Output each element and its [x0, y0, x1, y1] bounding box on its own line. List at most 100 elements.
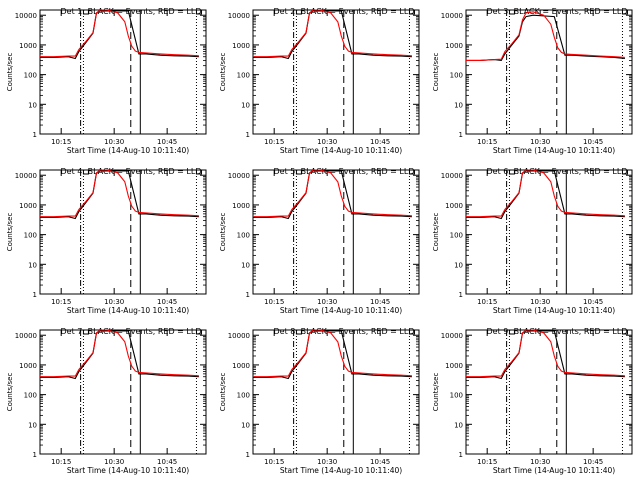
x-tick-label: 10:15 — [51, 298, 71, 306]
series-events — [253, 330, 412, 380]
y-axis-label: Counts/sec — [219, 373, 227, 412]
interval-marker — [408, 170, 415, 175]
x-tick-label: 10:15 — [477, 138, 497, 146]
x-tick-label: 10:45 — [583, 298, 603, 306]
interval-marker — [295, 330, 302, 335]
y-tick-label: 10 — [241, 261, 250, 269]
interval-marker — [195, 10, 202, 15]
interval-marker — [408, 330, 415, 335]
detector-panel-9: Det 9: BLACK = Events, RED = LLD11010010… — [432, 327, 633, 475]
y-tick-label: 1 — [246, 291, 250, 299]
series-lld — [40, 329, 199, 378]
y-axis-label: Counts/sec — [432, 53, 440, 92]
x-tick-label: 10:15 — [264, 138, 284, 146]
x-tick-label: 10:30 — [317, 458, 337, 466]
detector-panel-2: Det 2: BLACK = Events, RED = LLD11010010… — [219, 7, 420, 155]
y-tick-label: 1 — [459, 131, 463, 139]
y-tick-label: 1 — [459, 451, 463, 459]
plot-frame — [252, 329, 420, 455]
series-events — [466, 14, 625, 61]
y-tick-label: 1000 — [232, 42, 250, 50]
series-lld — [40, 9, 199, 58]
y-axis-label: Counts/sec — [432, 213, 440, 252]
series-lld — [40, 169, 199, 218]
y-tick-label: 10000 — [228, 332, 250, 340]
y-tick-label: 100 — [24, 72, 37, 80]
y-tick-label: 10 — [454, 101, 463, 109]
y-tick-label: 100 — [237, 232, 250, 240]
y-tick-label: 100 — [450, 392, 463, 400]
plot-frame — [252, 169, 420, 295]
y-tick-label: 1 — [33, 131, 37, 139]
x-tick-label: 10:45 — [157, 138, 177, 146]
y-tick-label: 10 — [28, 101, 37, 109]
y-tick-label: 1000 — [445, 362, 463, 370]
x-axis-label: Start Time (14-Aug-10 10:11:40) — [67, 146, 189, 155]
series-events — [40, 170, 199, 220]
plot-frame — [252, 9, 420, 135]
y-tick-label: 10000 — [441, 332, 463, 340]
x-tick-label: 10:15 — [477, 298, 497, 306]
series-lld — [466, 329, 625, 378]
y-axis-label: Counts/sec — [6, 213, 14, 252]
y-tick-label: 1 — [246, 131, 250, 139]
y-tick-label: 1000 — [445, 202, 463, 210]
x-axis-label: Start Time (14-Aug-10 10:11:40) — [493, 306, 615, 315]
interval-marker — [508, 10, 515, 15]
detector-panel-7: Det 7: BLACK = Events, RED = LLD11010010… — [6, 327, 207, 475]
y-tick-label: 100 — [237, 72, 250, 80]
y-tick-label: 1 — [459, 291, 463, 299]
detector-panel-4: Det 4: BLACK = Events, RED = LLD11010010… — [6, 167, 207, 315]
plot-frame — [465, 329, 633, 455]
x-axis-label: Start Time (14-Aug-10 10:11:40) — [280, 146, 402, 155]
y-tick-label: 10 — [241, 101, 250, 109]
x-axis-label: Start Time (14-Aug-10 10:11:40) — [493, 466, 615, 475]
x-tick-label: 10:15 — [264, 458, 284, 466]
interval-marker — [408, 10, 415, 15]
series-lld — [466, 169, 625, 218]
series-events — [253, 10, 412, 60]
x-tick-label: 10:30 — [317, 138, 337, 146]
series-lld — [253, 329, 412, 378]
plot-frame — [39, 329, 207, 455]
x-tick-label: 10:30 — [104, 138, 124, 146]
x-tick-label: 10:30 — [530, 298, 550, 306]
x-tick-label: 10:15 — [264, 298, 284, 306]
x-tick-label: 10:15 — [51, 458, 71, 466]
y-tick-label: 10000 — [441, 12, 463, 20]
y-tick-label: 10000 — [441, 172, 463, 180]
x-tick-label: 10:45 — [157, 458, 177, 466]
interval-marker — [508, 170, 515, 175]
plot-frame — [465, 9, 633, 135]
y-tick-label: 100 — [237, 392, 250, 400]
x-tick-label: 10:45 — [583, 458, 603, 466]
series-events — [466, 330, 625, 380]
x-tick-label: 10:30 — [104, 458, 124, 466]
series-events — [466, 170, 625, 220]
detector-panel-3: Det 3: BLACK = Events, RED = LLD11010010… — [432, 7, 633, 155]
series-events — [40, 330, 199, 380]
interval-marker — [621, 330, 628, 335]
y-tick-label: 1000 — [232, 202, 250, 210]
y-tick-label: 1000 — [232, 362, 250, 370]
series-events — [253, 170, 412, 220]
interval-marker — [508, 330, 515, 335]
x-tick-label: 10:45 — [370, 298, 390, 306]
x-tick-label: 10:15 — [477, 458, 497, 466]
x-tick-label: 10:45 — [583, 138, 603, 146]
y-tick-label: 10 — [28, 261, 37, 269]
x-tick-label: 10:45 — [157, 298, 177, 306]
interval-marker — [82, 170, 89, 175]
detector-panel-1: Det 1: BLACK = Events, RED = LLD11010010… — [6, 7, 207, 155]
plot-frame — [465, 169, 633, 295]
detector-panel-5: Det 5: BLACK = Events, RED = LLD11010010… — [219, 167, 420, 315]
y-tick-label: 100 — [24, 392, 37, 400]
y-tick-label: 10000 — [228, 12, 250, 20]
y-axis-label: Counts/sec — [432, 373, 440, 412]
y-tick-label: 10 — [28, 421, 37, 429]
interval-marker — [295, 10, 302, 15]
x-axis-label: Start Time (14-Aug-10 10:11:40) — [67, 466, 189, 475]
x-tick-label: 10:30 — [530, 138, 550, 146]
